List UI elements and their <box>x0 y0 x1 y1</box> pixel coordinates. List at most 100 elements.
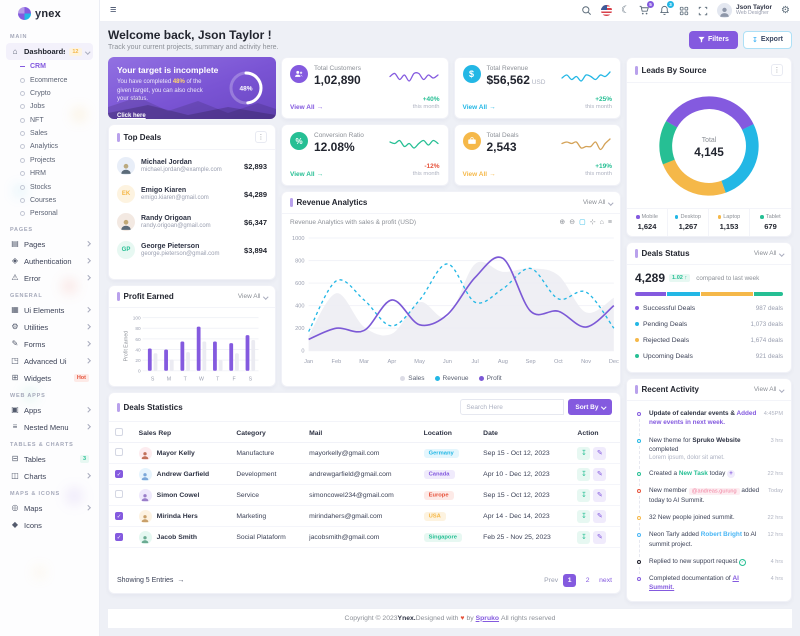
select-all-checkbox[interactable] <box>115 428 123 436</box>
sidebar-item-apps[interactable]: ▣ Apps <box>6 402 93 419</box>
sidebar-item-error[interactable]: ⚠ Error <box>6 270 93 287</box>
notifications-icon[interactable]: 3 <box>659 1 675 16</box>
sidebar-subitem-courses[interactable]: Courses <box>18 194 93 207</box>
download-action-icon[interactable]: ↧ <box>577 530 591 544</box>
user-profile[interactable]: Json Taylor Web Designer <box>717 3 772 18</box>
activity-highlight[interactable]: New Task <box>678 470 708 478</box>
sidebar-item-widgets[interactable]: ⊞ Widgets Hot <box>6 370 93 387</box>
ui-elements-icon: ▦ <box>11 305 19 314</box>
charts-icon: ◫ <box>11 471 19 480</box>
sidebar-subitem-ecommerce[interactable]: Ecommerce <box>18 73 93 86</box>
sidebar-item-utilities[interactable]: ⚙ Utilities <box>6 319 93 336</box>
activity-dot <box>637 559 641 564</box>
selection-zoom-icon[interactable]: ▢ <box>579 219 586 226</box>
sidebar-item-pages[interactable]: ▤ Pages <box>6 236 93 253</box>
row-checkbox[interactable]: ✓ <box>115 512 123 520</box>
source-value: 679 <box>764 222 777 231</box>
activity-highlight[interactable]: + <box>727 470 736 479</box>
sidebar-item-charts[interactable]: ◫ Charts <box>6 468 93 485</box>
legend-label: Profit <box>486 375 502 382</box>
pagination-prev[interactable]: Prev <box>544 577 559 584</box>
sidebar-item-ui-elements[interactable]: ▦ Ui Elements <box>6 302 93 319</box>
sidebar-subitem-crypto[interactable]: Crypto <box>18 87 93 100</box>
zoom-in-icon[interactable]: ⊕ <box>559 219 566 226</box>
zoom-out-icon[interactable]: ⊖ <box>569 219 576 226</box>
download-action-icon[interactable]: ↧ <box>577 488 591 502</box>
sidebar-subitem-stocks[interactable]: Stocks <box>18 180 93 193</box>
reset-zoom-icon[interactable]: ⌂ <box>599 219 604 226</box>
svg-text:S: S <box>151 376 155 382</box>
row-checkbox[interactable]: ✓ <box>115 533 123 541</box>
top-deals-options-icon[interactable]: ⋮ <box>255 131 267 143</box>
download-action-icon[interactable]: ↧ <box>577 446 591 460</box>
edit-action-icon[interactable]: ✎ <box>593 509 607 523</box>
sidebar-subitem-nft[interactable]: NFT <box>18 114 93 127</box>
activity-highlight[interactable]: AI Summit. <box>649 575 739 592</box>
row-checkbox[interactable] <box>115 448 123 456</box>
edit-action-icon[interactable]: ✎ <box>593 530 607 544</box>
filters-button[interactable]: Filters <box>688 30 738 49</box>
pagination-page-2[interactable]: 2 <box>585 577 590 584</box>
spruko-link[interactable]: Spruko <box>475 614 500 622</box>
edit-action-icon[interactable]: ✎ <box>593 446 607 460</box>
brand-logo[interactable]: ynex <box>0 0 99 26</box>
stat-value: 12.08% <box>314 140 355 154</box>
sidebar-subitem-hrm[interactable]: HRM <box>18 167 93 180</box>
sidebar-subitem-projects[interactable]: Projects <box>18 154 93 167</box>
pagination-page-1[interactable]: 1 <box>563 574 577 587</box>
topbar: ≡ ☾ 5 3 <box>100 0 800 22</box>
sidebar-item-maps[interactable]: ◎ Maps <box>6 500 93 517</box>
sort-by-button[interactable]: Sort By <box>568 399 612 415</box>
sidebar-subitem-jobs[interactable]: Jobs <box>18 100 93 113</box>
sidebar-item-dashboards[interactable]: ⌂ Dashboards 12 <box>6 43 93 60</box>
sidebar-subitem-sales[interactable]: Sales <box>18 127 93 140</box>
stat-view-all-link[interactable]: View All → <box>462 104 496 111</box>
sidebar-item-authentication[interactable]: ◈ Authentication <box>6 253 93 270</box>
cart-icon[interactable]: 5 <box>639 1 655 16</box>
dark-mode-icon[interactable]: ☾ <box>621 4 631 16</box>
menu-toggle-icon[interactable]: ≡ <box>110 4 117 16</box>
download-action-icon[interactable]: ↧ <box>577 509 591 523</box>
pagination-next[interactable]: next <box>599 577 612 584</box>
fullscreen-icon[interactable] <box>698 6 708 16</box>
leads-options-icon[interactable]: ⋮ <box>771 64 783 76</box>
deals-status-view-all[interactable]: View All <box>754 250 784 257</box>
target-click-here-link[interactable]: Click here <box>117 113 146 119</box>
edit-action-icon[interactable]: ✎ <box>593 467 607 481</box>
sidebar-item-tables[interactable]: ⊟ Tables 3 <box>6 451 93 468</box>
revenue-view-all[interactable]: View All <box>583 199 613 206</box>
sidebar-subitem-personal[interactable]: Personal <box>18 207 93 220</box>
activity-highlight[interactable]: Robert Bright <box>700 531 742 539</box>
pan-icon[interactable]: ⊹ <box>589 219 596 226</box>
stat-view-all-link[interactable]: View All → <box>290 104 324 111</box>
legend-dot <box>674 215 679 219</box>
export-button[interactable]: ↧ Export <box>742 30 792 49</box>
download-action-icon[interactable]: ↧ <box>577 467 591 481</box>
stat-view-all-link[interactable]: View All → <box>462 171 496 178</box>
search-icon[interactable] <box>581 5 592 16</box>
svg-text:Oct: Oct <box>554 359 563 365</box>
row-checkbox[interactable]: ✓ <box>115 470 123 478</box>
sidebar-item-forms[interactable]: ✎ Forms <box>6 336 93 353</box>
table-search-input[interactable] <box>460 399 565 415</box>
apps-grid-icon[interactable] <box>679 6 689 16</box>
sidebar-item-nested-menu[interactable]: ≡ Nested Menu <box>6 419 93 436</box>
settings-gear-icon[interactable]: ⚙ <box>781 4 790 16</box>
column-header-date: Date <box>477 424 572 443</box>
sidebar-item-advanced-ui[interactable]: ◳ Advanced Ui <box>6 353 93 370</box>
profit-view-all[interactable]: View All <box>238 293 268 300</box>
language-flag-icon[interactable] <box>601 5 613 16</box>
stat-view-all-link[interactable]: View All → <box>290 171 324 178</box>
source-label: Mobile <box>641 214 658 220</box>
stat-delta: +19% <box>595 163 612 171</box>
sidebar-subitem-crm[interactable]: CRM <box>18 60 93 73</box>
sidebar-item-icons[interactable]: ◆ Icons <box>6 517 93 534</box>
activity-dot <box>637 412 641 416</box>
activity-highlight[interactable]: Added new events in next week. <box>649 410 757 427</box>
activity-highlight[interactable]: @andreas.gurung <box>688 487 740 495</box>
chart-menu-icon[interactable]: ≡ <box>607 219 612 226</box>
activity-view-all[interactable]: View All <box>754 386 784 393</box>
edit-action-icon[interactable]: ✎ <box>593 488 607 502</box>
row-checkbox[interactable] <box>115 490 123 498</box>
sidebar-subitem-analytics[interactable]: Analytics <box>18 140 93 153</box>
